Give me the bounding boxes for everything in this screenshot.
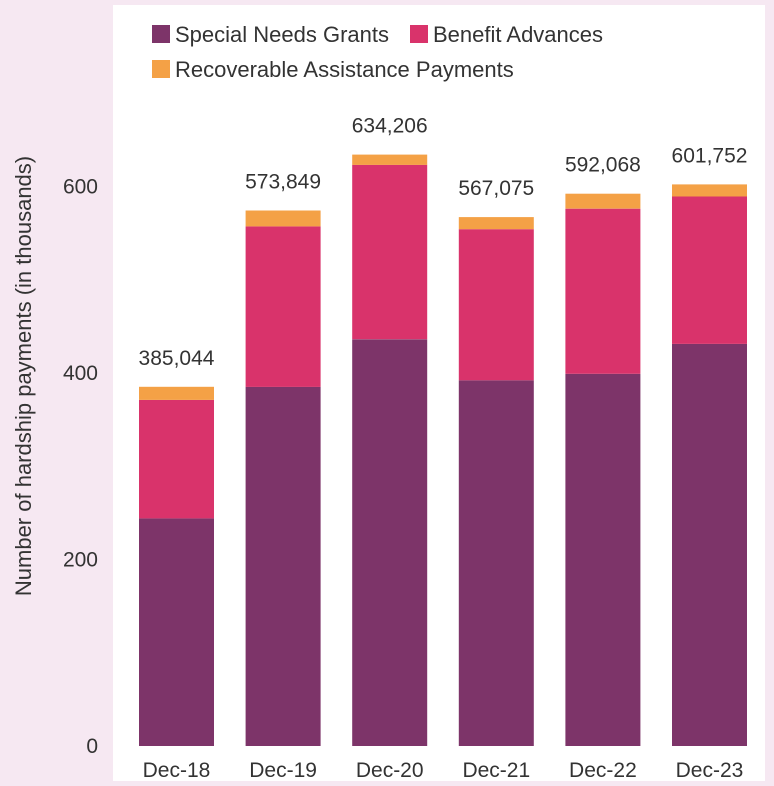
bar-benefit-advances-dec-20 bbox=[352, 164, 428, 340]
total-label-dec-18: 385,044 bbox=[139, 347, 215, 370]
legend-swatch-recoverable-assistance-payments bbox=[152, 60, 170, 78]
total-label-dec-23: 601,752 bbox=[672, 144, 748, 167]
total-label-dec-19: 573,849 bbox=[245, 171, 321, 194]
x-tick-label-dec-23: Dec-23 bbox=[676, 759, 744, 781]
x-tick-label-dec-19: Dec-19 bbox=[249, 759, 317, 781]
y-tick-label-200: 200 bbox=[63, 548, 98, 571]
bars-group bbox=[139, 154, 747, 746]
legend-swatch-special-needs-grants bbox=[152, 25, 170, 43]
bar-recoverable-assistance-payments-dec-20 bbox=[352, 154, 428, 165]
bar-recoverable-assistance-payments-dec-21 bbox=[458, 217, 534, 230]
bar-special-needs-grants-dec-23 bbox=[672, 343, 747, 746]
bar-recoverable-assistance-payments-dec-18 bbox=[139, 386, 214, 400]
bar-benefit-advances-dec-22 bbox=[565, 208, 641, 374]
bar-special-needs-grants-dec-22 bbox=[565, 373, 641, 746]
x-tick-label-dec-18: Dec-18 bbox=[143, 759, 211, 781]
bar-recoverable-assistance-payments-dec-23 bbox=[672, 184, 747, 197]
y-axis-label: Number of hardship payments (in thousand… bbox=[11, 156, 36, 596]
x-tick-label-dec-21: Dec-21 bbox=[462, 759, 530, 781]
total-label-dec-21: 567,075 bbox=[458, 177, 534, 200]
plot-background bbox=[113, 5, 765, 781]
bar-special-needs-grants-dec-18 bbox=[139, 518, 214, 746]
legend-label-recoverable-assistance-payments: Recoverable Assistance Payments bbox=[175, 57, 514, 82]
bar-recoverable-assistance-payments-dec-19 bbox=[245, 210, 321, 227]
bar-special-needs-grants-dec-21 bbox=[458, 380, 534, 746]
bar-recoverable-assistance-payments-dec-22 bbox=[565, 193, 641, 209]
total-label-dec-20: 634,206 bbox=[352, 115, 428, 138]
y-tick-label-0: 0 bbox=[86, 735, 98, 758]
legend-label-benefit-advances: Benefit Advances bbox=[433, 22, 603, 47]
bar-benefit-advances-dec-21 bbox=[458, 229, 534, 381]
y-tick-label-400: 400 bbox=[63, 362, 98, 385]
x-tick-label-dec-22: Dec-22 bbox=[569, 759, 637, 781]
legend: Special Needs Grants Benefit Advances Reco… bbox=[152, 22, 603, 82]
bar-benefit-advances-dec-23 bbox=[672, 196, 747, 344]
bar-benefit-advances-dec-18 bbox=[139, 399, 214, 519]
x-tick-label-dec-20: Dec-20 bbox=[356, 759, 424, 781]
y-tick-label-600: 600 bbox=[63, 175, 98, 198]
legend-label-special-needs-grants: Special Needs Grants bbox=[175, 22, 389, 47]
y-axis: 0 200 400 600 bbox=[63, 175, 98, 758]
total-label-dec-22: 592,068 bbox=[565, 154, 641, 177]
total-labels-group: 385,044 573,849 634,206 567,075 592,068 601,7… bbox=[139, 115, 748, 370]
bar-special-needs-grants-dec-19 bbox=[245, 386, 321, 746]
legend-swatch-benefit-advances bbox=[410, 25, 428, 43]
bar-special-needs-grants-dec-20 bbox=[352, 339, 428, 746]
x-axis: Dec-18 Dec-19 Dec-20 Dec-21 Dec-22 Dec-23 bbox=[143, 759, 744, 782]
bar-benefit-advances-dec-19 bbox=[245, 226, 321, 387]
